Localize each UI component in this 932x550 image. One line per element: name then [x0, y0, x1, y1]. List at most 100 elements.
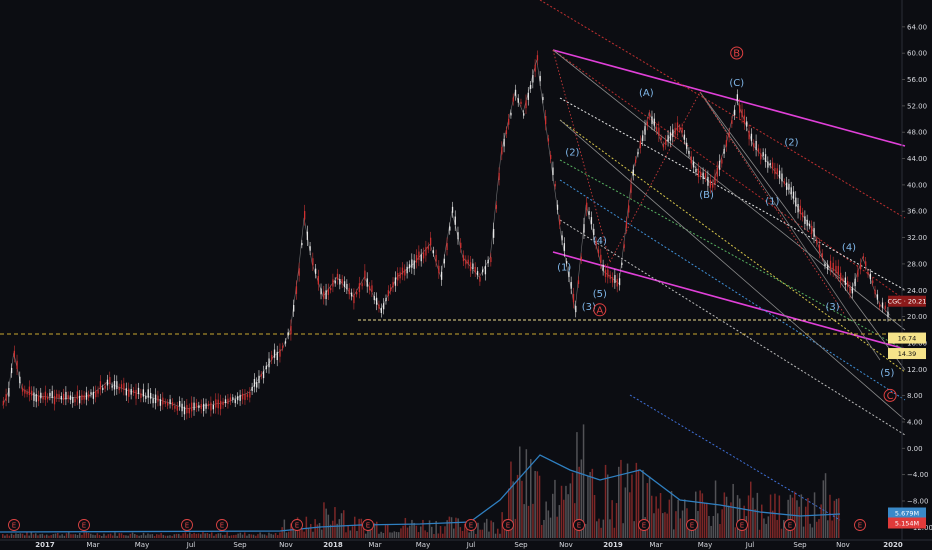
wave-label: (1)	[557, 263, 571, 274]
volume-bar	[373, 523, 376, 538]
volume-bar	[446, 520, 448, 538]
candle-body	[728, 132, 730, 138]
candle-body	[872, 280, 874, 284]
wave-label: (3)	[582, 302, 596, 313]
volume-bar	[516, 474, 519, 538]
candle-body	[534, 64, 536, 72]
candle-body	[490, 257, 492, 263]
candle-body	[152, 398, 154, 404]
volume-bar	[19, 533, 22, 538]
wave-label-circle	[593, 303, 607, 317]
x-tick-label: Jul	[466, 541, 476, 549]
volume-bar	[701, 493, 704, 538]
x-tick-label: 2017	[35, 541, 55, 549]
volume-bar	[574, 503, 576, 538]
candle-body	[642, 135, 644, 142]
candle-body	[229, 397, 232, 402]
volume-bar	[620, 459, 622, 538]
volume-bar	[382, 532, 385, 538]
volume-bar	[820, 504, 822, 538]
y-tick-label: 64.00	[907, 23, 927, 31]
candle-body	[597, 249, 600, 254]
candle-body	[743, 115, 746, 124]
earnings-marker: E	[465, 519, 477, 531]
volume-bar	[541, 524, 543, 538]
x-tick-label: Mar	[649, 541, 662, 549]
candle-body	[128, 388, 130, 397]
volume-bar	[303, 531, 305, 538]
volume-bar	[602, 519, 605, 538]
volume-bar	[125, 535, 127, 538]
candle-body	[215, 399, 217, 408]
candle-body	[614, 275, 616, 283]
volume-bar	[635, 462, 638, 538]
candle-body	[373, 296, 375, 301]
candle-body	[827, 264, 829, 270]
candle-body	[760, 153, 762, 160]
candle-body	[842, 278, 844, 282]
candle-body	[753, 143, 755, 148]
volume-bar	[488, 531, 490, 538]
volume-bar	[162, 534, 165, 538]
earnings-marker-circle	[854, 519, 866, 531]
earnings-marker-label: E	[295, 522, 299, 530]
y-tick-label: 28.00	[907, 260, 927, 268]
volume-bar	[316, 524, 319, 538]
candle-body	[135, 390, 137, 399]
volume-bar	[305, 516, 308, 538]
volume-bar	[345, 532, 347, 538]
candle-body	[514, 89, 517, 96]
candle-body	[13, 350, 15, 358]
volume-bar	[655, 496, 657, 538]
volume-bar	[530, 459, 532, 538]
candle-body	[621, 262, 623, 266]
volume-bar	[129, 533, 132, 538]
volume-bar	[787, 499, 789, 538]
candle-body	[19, 376, 21, 384]
volume-bar	[523, 504, 525, 538]
earnings-marker-circle	[573, 519, 585, 531]
candle-body	[21, 387, 24, 392]
volume-bar	[402, 525, 404, 538]
candle-body	[704, 173, 707, 178]
volume-bars	[0, 424, 841, 538]
volume-bar	[94, 535, 96, 538]
x-tick-label: Nov	[836, 541, 850, 549]
volume-bar	[184, 532, 187, 538]
candle-body	[49, 392, 51, 397]
candle-body	[256, 382, 258, 388]
candle-body	[658, 127, 660, 136]
candle-body	[818, 244, 821, 253]
volume-bar	[532, 503, 534, 538]
volume-bar	[217, 533, 220, 538]
volume-bar	[789, 494, 792, 538]
candle-body	[616, 279, 618, 287]
candle-body	[495, 204, 498, 209]
earnings-marker: E	[291, 519, 303, 531]
x-tick-label: Jul	[186, 541, 196, 549]
volume-bar	[263, 534, 266, 538]
candle-body	[716, 167, 718, 177]
candle-body	[508, 118, 510, 125]
volume-bar	[563, 499, 565, 538]
volume-bar	[228, 535, 231, 538]
candle-body	[111, 385, 113, 388]
volume-bar	[83, 532, 85, 538]
volume-bar	[134, 534, 136, 538]
volume-bar	[765, 523, 767, 538]
candle-body	[188, 408, 190, 414]
candle-body	[234, 399, 236, 404]
candle-body	[788, 183, 790, 190]
candle-body	[637, 151, 639, 155]
volume-bar	[393, 531, 396, 538]
candle-body	[336, 273, 339, 280]
volume-bar	[774, 493, 776, 538]
candle-body	[358, 283, 361, 292]
candle-body	[232, 397, 234, 400]
candle-body	[418, 251, 420, 260]
candle-body	[123, 383, 125, 390]
candle-body	[31, 390, 33, 396]
volume-bar	[356, 530, 358, 538]
candle-body	[604, 269, 607, 277]
